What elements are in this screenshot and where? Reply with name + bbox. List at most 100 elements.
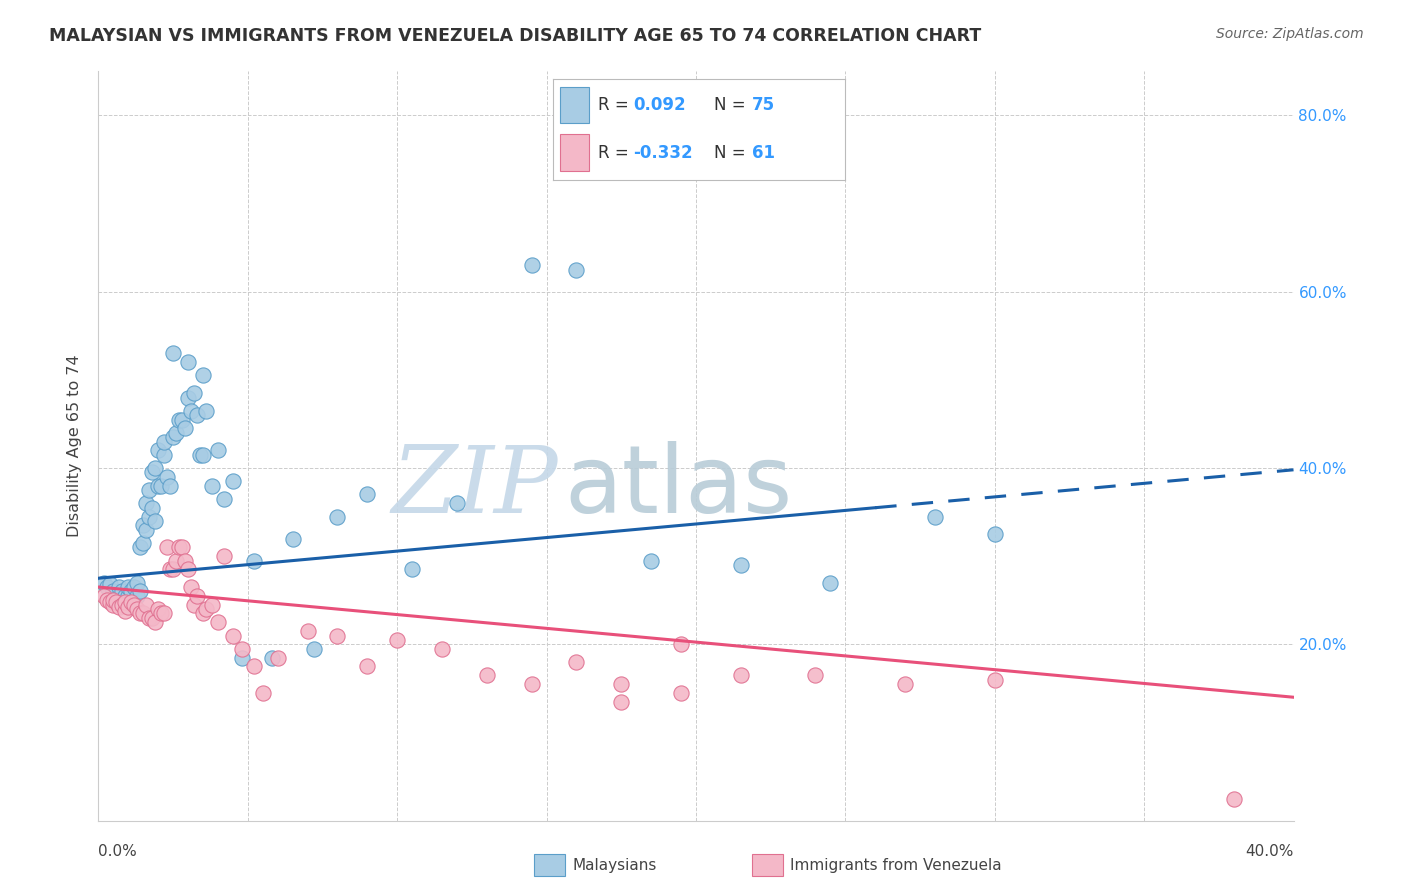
Point <box>159 478 181 492</box>
Point <box>111 593 134 607</box>
Point <box>174 421 197 435</box>
Point <box>129 607 152 621</box>
Point <box>138 483 160 497</box>
Point <box>212 491 235 506</box>
Point <box>103 584 125 599</box>
Text: Immigrants from Venezuela: Immigrants from Venezuela <box>790 858 1002 872</box>
Point <box>103 589 125 603</box>
Text: Malaysians: Malaysians <box>572 858 657 872</box>
Text: 40.0%: 40.0% <box>1246 845 1294 859</box>
Point <box>302 641 325 656</box>
Point <box>143 615 166 630</box>
Point <box>177 391 200 405</box>
Point <box>520 258 543 272</box>
Point <box>124 580 146 594</box>
Point <box>222 475 245 489</box>
Point <box>167 541 190 555</box>
Point <box>111 598 134 612</box>
Point <box>141 500 163 515</box>
Point <box>165 425 187 440</box>
Point <box>153 607 176 621</box>
Point <box>730 558 752 572</box>
Point <box>243 553 266 567</box>
Point <box>105 593 128 607</box>
Point <box>108 580 131 594</box>
Point <box>177 562 200 576</box>
Point <box>565 655 588 669</box>
Point <box>138 509 160 524</box>
Point <box>129 584 152 599</box>
Point <box>385 632 409 647</box>
Point <box>114 589 136 603</box>
Point <box>475 668 498 682</box>
Point <box>111 584 134 599</box>
Point <box>188 448 211 462</box>
Point <box>177 355 200 369</box>
Point <box>520 677 543 691</box>
Point <box>117 580 139 594</box>
Point <box>135 496 157 510</box>
Point <box>138 611 160 625</box>
Point <box>132 607 155 621</box>
Point <box>143 514 166 528</box>
Point <box>120 584 142 599</box>
Point <box>669 637 692 651</box>
Point <box>326 628 349 642</box>
Point <box>93 589 115 603</box>
Point <box>103 598 125 612</box>
Point <box>356 659 378 673</box>
Point <box>129 541 152 555</box>
Point <box>191 368 214 383</box>
Point <box>565 262 588 277</box>
Point <box>195 403 218 417</box>
Point <box>132 536 155 550</box>
Point <box>207 615 229 630</box>
Point <box>924 509 946 524</box>
Point <box>148 443 170 458</box>
Point <box>156 470 179 484</box>
Point <box>114 604 136 618</box>
Point <box>159 562 181 576</box>
Point <box>141 466 163 480</box>
Point <box>127 602 149 616</box>
Point <box>143 461 166 475</box>
Point <box>96 580 118 594</box>
Point <box>114 598 136 612</box>
Point <box>93 575 115 590</box>
Point <box>446 496 468 510</box>
Point <box>135 598 157 612</box>
Point <box>610 695 633 709</box>
Point <box>148 478 170 492</box>
Point <box>108 589 131 603</box>
Point <box>191 448 214 462</box>
Point <box>172 541 194 555</box>
Point <box>231 650 253 665</box>
Point <box>183 598 205 612</box>
Point <box>98 577 122 591</box>
Point <box>640 553 662 567</box>
Point <box>207 443 229 458</box>
Point <box>201 478 224 492</box>
Point <box>105 595 128 609</box>
Point <box>401 562 423 576</box>
Point <box>231 641 253 656</box>
Text: atlas: atlas <box>565 442 793 533</box>
Point <box>153 434 176 449</box>
Point <box>162 346 184 360</box>
Point <box>186 589 208 603</box>
Point <box>186 408 208 422</box>
Text: MALAYSIAN VS IMMIGRANTS FROM VENEZUELA DISABILITY AGE 65 TO 74 CORRELATION CHART: MALAYSIAN VS IMMIGRANTS FROM VENEZUELA D… <box>49 27 981 45</box>
Point <box>243 659 266 673</box>
Point <box>156 541 179 555</box>
Point <box>162 562 184 576</box>
Point <box>108 600 131 615</box>
Point <box>260 650 283 665</box>
Point <box>96 593 118 607</box>
Point <box>98 595 122 609</box>
Point <box>124 598 146 612</box>
Point <box>172 412 194 426</box>
Point <box>252 686 274 700</box>
Point <box>820 575 842 590</box>
Text: 0.0%: 0.0% <box>98 845 138 859</box>
Point <box>141 611 163 625</box>
